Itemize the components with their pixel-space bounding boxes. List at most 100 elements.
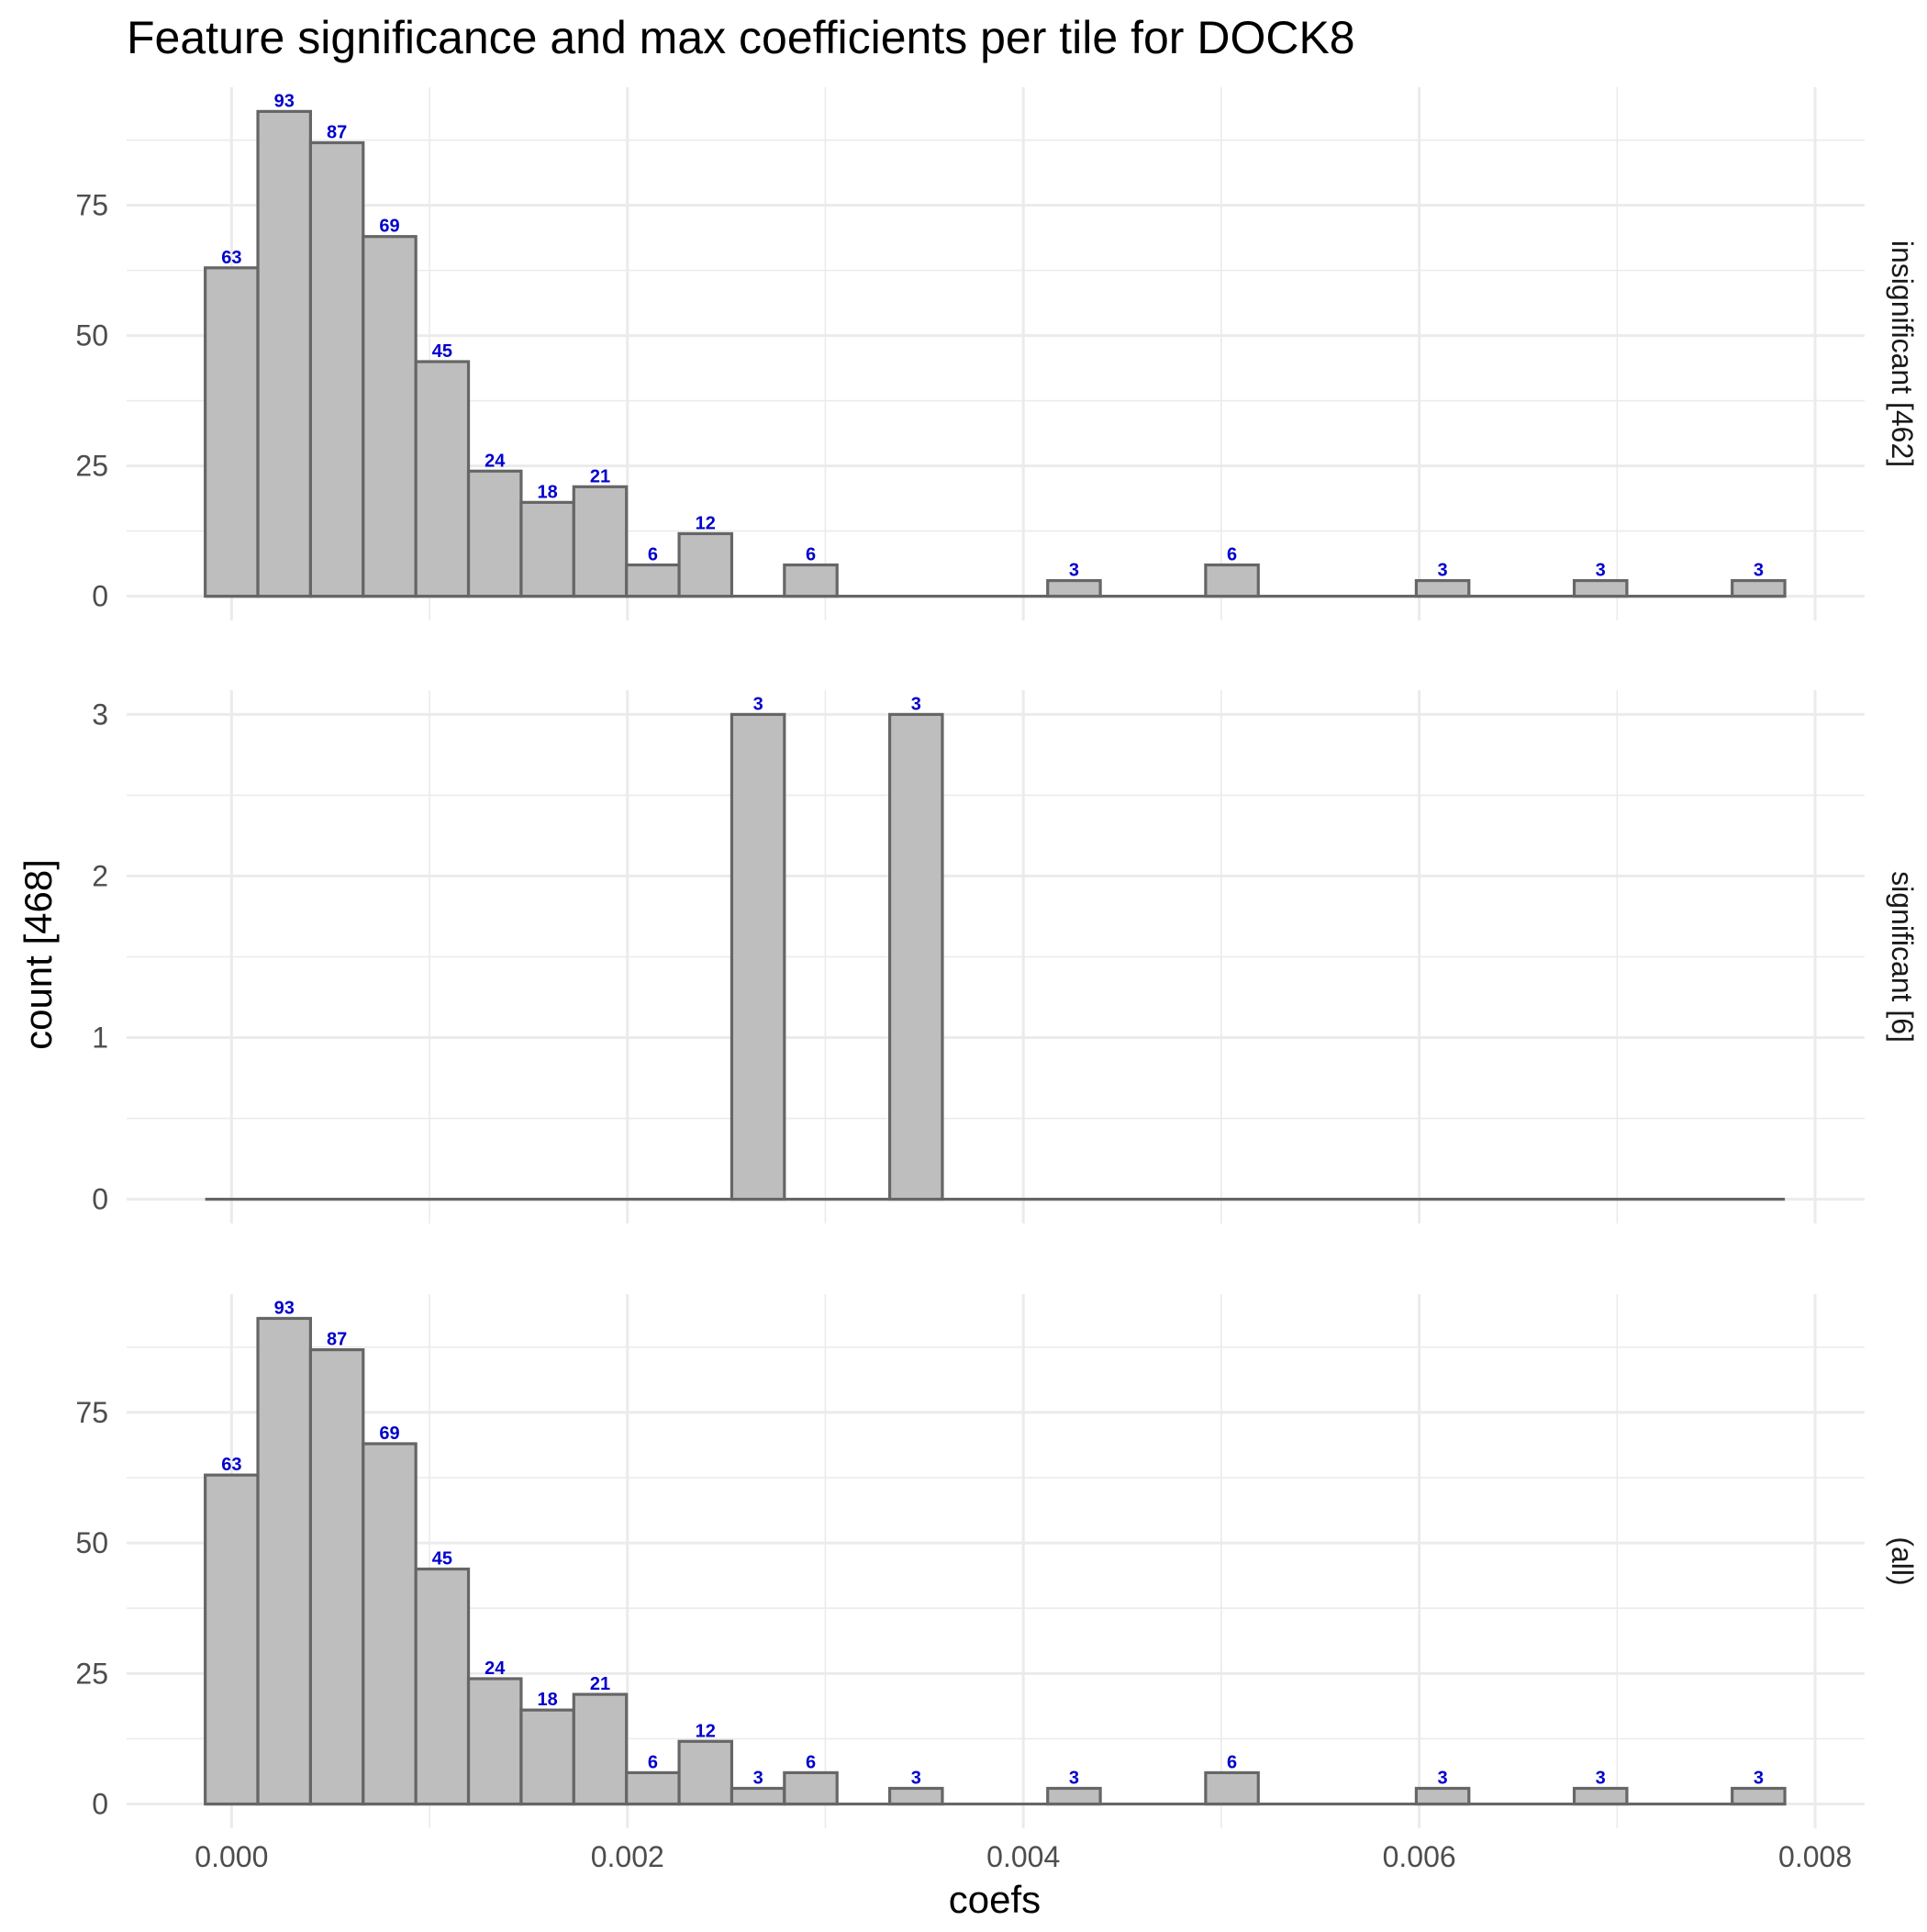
bar-count-label: 3 xyxy=(1596,1768,1606,1788)
histogram-bar xyxy=(308,140,365,598)
bar-count-label: 24 xyxy=(485,451,506,471)
histogram-bar xyxy=(362,1442,418,1806)
histogram-bar xyxy=(677,531,734,598)
x-tick-label: 0.008 xyxy=(1778,1840,1852,1873)
histogram-bar xyxy=(1731,578,1787,598)
bar-count-label: 3 xyxy=(1438,1768,1448,1788)
bar-count-label: 63 xyxy=(221,1455,241,1475)
bar-count-label: 3 xyxy=(911,694,921,714)
y-tick-label: 2 xyxy=(92,859,108,892)
bar-count-label: 21 xyxy=(590,466,610,486)
histogram-bar xyxy=(256,109,313,598)
y-tick-label: 50 xyxy=(75,1526,108,1559)
bar-count-label: 3 xyxy=(753,1768,763,1788)
bar-count-label: 3 xyxy=(1754,561,1764,581)
histogram-bar xyxy=(887,712,944,1201)
histogram-bar xyxy=(204,1473,260,1806)
bar-count-label: 45 xyxy=(432,341,452,362)
facet-strip-label: significant [6] xyxy=(1886,871,1919,1043)
bar-count-label: 69 xyxy=(379,1424,399,1444)
bar-count-label: 12 xyxy=(696,1721,716,1741)
y-tick-label: 0 xyxy=(92,1183,108,1216)
chart-title: Feature significance and max coefficient… xyxy=(127,12,1355,63)
x-tick-label: 0.002 xyxy=(591,1840,664,1873)
histogram-bar xyxy=(677,1739,734,1806)
histogram-bar xyxy=(1731,1786,1787,1806)
x-tick-label: 0.000 xyxy=(195,1840,268,1873)
y-tick-label: 25 xyxy=(75,1657,108,1690)
histogram-bar xyxy=(730,1786,786,1806)
bar-count-label: 6 xyxy=(1227,1752,1237,1772)
bar-count-label: 21 xyxy=(590,1674,610,1694)
bar-count-label: 45 xyxy=(432,1549,452,1569)
bar-count-label: 18 xyxy=(537,482,557,502)
bar-count-label: 3 xyxy=(753,694,763,714)
bar-count-label: 3 xyxy=(1754,1768,1764,1788)
histogram-bar xyxy=(1414,578,1471,598)
y-axis-title: count [468] xyxy=(17,859,60,1050)
histogram-bar xyxy=(887,1786,944,1806)
histogram-bar xyxy=(625,563,681,598)
histogram-bar xyxy=(572,485,629,598)
histogram-bar xyxy=(362,235,418,598)
facet-panel: 0 1 2 3 3 3 significant [6] xyxy=(92,690,1919,1223)
bar-count-label: 6 xyxy=(1227,545,1237,565)
x-axis-title: coefs xyxy=(949,1878,1041,1921)
histogram-bar xyxy=(572,1692,629,1806)
histogram-bar xyxy=(466,1677,523,1806)
x-tick-label: 0.004 xyxy=(986,1840,1060,1873)
histogram-bar xyxy=(1204,563,1260,598)
bar-count-label: 6 xyxy=(648,1752,658,1772)
facet-strip-label: (all) xyxy=(1886,1536,1919,1585)
bar-count-label: 6 xyxy=(806,1752,816,1772)
bar-count-label: 93 xyxy=(274,91,295,111)
bar-count-label: 18 xyxy=(537,1690,557,1710)
y-tick-label: 25 xyxy=(75,450,108,483)
bar-count-label: 3 xyxy=(1438,561,1448,581)
histogram-bar xyxy=(466,469,523,598)
bar-count-label: 3 xyxy=(911,1768,921,1788)
y-tick-label: 75 xyxy=(75,1396,108,1429)
bar-count-label: 3 xyxy=(1069,1768,1079,1788)
histogram-bar xyxy=(1046,1786,1102,1806)
facet-strip-label: insignificant [462] xyxy=(1886,240,1919,467)
histogram-bar xyxy=(1046,578,1102,598)
bar-count-label: 87 xyxy=(327,1330,347,1350)
bar-count-label: 93 xyxy=(274,1298,295,1318)
histogram-bar xyxy=(1572,578,1629,598)
bar-count-label: 12 xyxy=(696,513,716,533)
histogram-bar xyxy=(730,712,786,1201)
histogram-bar xyxy=(625,1770,681,1806)
histogram-bar xyxy=(1414,1786,1471,1806)
y-tick-label: 0 xyxy=(92,1788,108,1821)
y-tick-label: 0 xyxy=(92,580,108,613)
histogram-bar xyxy=(204,266,260,598)
histogram-bar xyxy=(519,500,575,598)
histogram-bar xyxy=(308,1347,365,1806)
histogram-bar xyxy=(414,1567,471,1806)
histogram-bar xyxy=(1204,1770,1260,1806)
histogram-bar xyxy=(783,1770,839,1806)
bar-count-label: 3 xyxy=(1596,561,1606,581)
y-tick-label: 50 xyxy=(75,319,108,352)
histogram-bar xyxy=(1572,1786,1629,1806)
bar-count-label: 87 xyxy=(327,122,347,142)
histogram-bar xyxy=(256,1316,313,1806)
bar-count-label: 69 xyxy=(379,217,399,237)
histogram-bar xyxy=(414,360,471,598)
bar-count-label: 6 xyxy=(806,545,816,565)
x-axis: 0.000 0.002 0.004 0.006 0.008 xyxy=(195,1840,1852,1873)
histogram-bar xyxy=(783,563,839,598)
histogram-bar xyxy=(519,1708,575,1806)
bar-count-label: 3 xyxy=(1069,561,1079,581)
bar-count-label: 24 xyxy=(485,1658,506,1679)
bar-count-label: 6 xyxy=(648,545,658,565)
y-tick-label: 1 xyxy=(92,1022,108,1055)
x-tick-label: 0.006 xyxy=(1383,1840,1456,1873)
y-tick-label: 75 xyxy=(75,189,108,222)
y-tick-label: 3 xyxy=(92,698,108,731)
